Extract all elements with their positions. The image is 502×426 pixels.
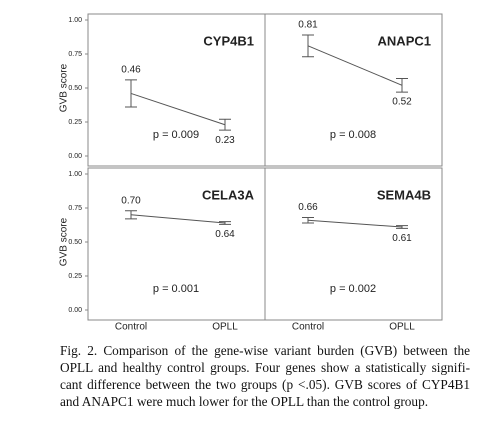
caption-line: Fig. 2. Comparison of the gene-wise vari… bbox=[60, 343, 470, 358]
y-tick-label: 0.25 bbox=[68, 119, 82, 126]
caption: Fig. 2. Comparison of the gene-wise vari… bbox=[60, 342, 470, 410]
y-tick-label: 0.00 bbox=[68, 153, 82, 160]
data-line bbox=[130, 214, 226, 224]
y-tick-label: 1.00 bbox=[68, 171, 82, 178]
error-bar bbox=[219, 221, 231, 225]
panel-frame bbox=[264, 167, 443, 321]
y-axis-label: GVB score bbox=[59, 217, 70, 266]
y-axis-label: GVB score bbox=[59, 63, 70, 112]
value-label: 0.64 bbox=[215, 229, 235, 240]
error-bar bbox=[302, 217, 314, 224]
value-label: 0.81 bbox=[298, 20, 318, 31]
p-value: p = 0.009 bbox=[153, 129, 199, 141]
p-value: p = 0.001 bbox=[153, 283, 199, 295]
y-tick-label: 1.00 bbox=[68, 17, 82, 24]
panel-title: SEMA4B bbox=[377, 187, 431, 202]
x-tick-label: Control bbox=[292, 322, 324, 330]
value-label: 0.23 bbox=[215, 135, 235, 146]
caption-line: OPLL and healthy control groups. Four ge… bbox=[60, 360, 470, 375]
y-tick-label: 0.25 bbox=[68, 273, 82, 280]
panel-title: CELA3A bbox=[202, 187, 255, 202]
value-label: 0.52 bbox=[392, 97, 412, 108]
data-line bbox=[307, 45, 403, 86]
y-tick-label: 0.50 bbox=[68, 239, 82, 246]
error-bar bbox=[396, 77, 408, 93]
data-line bbox=[307, 219, 403, 228]
y-tick-label: 0.75 bbox=[68, 205, 82, 212]
error-bar bbox=[125, 210, 137, 220]
x-tick-label: OPLL bbox=[389, 322, 415, 330]
value-label: 0.61 bbox=[392, 233, 412, 244]
caption-line: and ANAPC1 were much lower for the OPLL … bbox=[60, 394, 429, 409]
error-bar bbox=[302, 34, 314, 58]
p-value: p = 0.002 bbox=[330, 283, 376, 295]
value-label: 0.70 bbox=[121, 195, 141, 206]
y-tick-label: 0.50 bbox=[68, 85, 82, 92]
error-bar bbox=[219, 118, 231, 131]
y-tick-label: 0.75 bbox=[68, 51, 82, 58]
panel-title: ANAPC1 bbox=[378, 33, 431, 48]
data-line bbox=[130, 92, 226, 126]
panel-frame bbox=[264, 13, 443, 167]
p-value: p = 0.008 bbox=[330, 129, 376, 141]
x-tick-label: OPLL bbox=[212, 322, 238, 330]
y-tick-label: 0.00 bbox=[68, 307, 82, 314]
error-bar bbox=[396, 225, 408, 229]
caption-line: cant difference between the two groups (… bbox=[60, 377, 470, 392]
value-label: 0.46 bbox=[121, 64, 141, 75]
error-bar bbox=[125, 79, 137, 108]
value-label: 0.66 bbox=[298, 202, 318, 213]
x-tick-label: Control bbox=[115, 322, 147, 330]
panel-title: CYP4B1 bbox=[203, 33, 254, 48]
figure: CYP4B1 p = 0.009 GVB score 0.00 0.25 0.50 0.75… bbox=[59, 13, 443, 330]
